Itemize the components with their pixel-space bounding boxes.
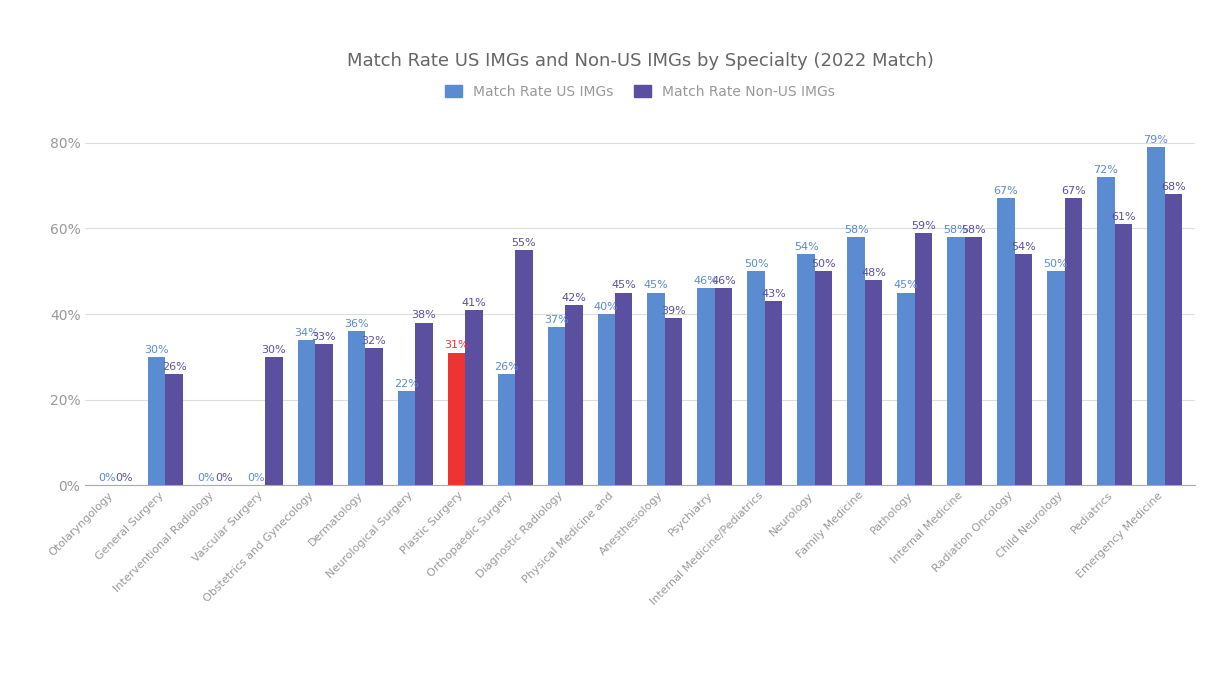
- Bar: [447, 353, 466, 485]
- Text: 0%: 0%: [197, 473, 216, 483]
- Bar: [647, 293, 664, 485]
- Bar: [466, 310, 483, 485]
- Text: 72%: 72%: [1093, 165, 1118, 175]
- Text: 50%: 50%: [1043, 259, 1068, 269]
- Bar: [747, 271, 764, 485]
- Text: 58%: 58%: [944, 225, 968, 235]
- Text: 31%: 31%: [444, 340, 468, 350]
- Bar: [764, 301, 783, 485]
- Text: 0%: 0%: [216, 473, 233, 483]
- Text: 34%: 34%: [294, 328, 319, 338]
- Bar: [1014, 254, 1032, 485]
- Bar: [1097, 177, 1114, 485]
- Text: 50%: 50%: [744, 259, 768, 269]
- Bar: [416, 323, 433, 485]
- Text: 50%: 50%: [812, 259, 836, 269]
- Text: 54%: 54%: [794, 242, 818, 252]
- Title: Match Rate US IMGs and Non-US IMGs by Specialty (2022 Match): Match Rate US IMGs and Non-US IMGs by Sp…: [346, 52, 934, 70]
- Text: 30%: 30%: [262, 344, 286, 355]
- Bar: [366, 348, 383, 485]
- Text: 59%: 59%: [911, 220, 936, 231]
- Bar: [864, 280, 883, 485]
- Bar: [1164, 194, 1182, 485]
- Text: 45%: 45%: [612, 280, 636, 290]
- Text: 37%: 37%: [544, 315, 568, 325]
- Text: 46%: 46%: [694, 276, 718, 286]
- Bar: [1064, 198, 1082, 485]
- Bar: [166, 374, 183, 485]
- Bar: [697, 288, 714, 485]
- Text: 30%: 30%: [144, 344, 169, 355]
- Bar: [497, 374, 516, 485]
- Text: 46%: 46%: [712, 276, 736, 286]
- Bar: [597, 314, 616, 485]
- Bar: [914, 233, 933, 485]
- Text: 79%: 79%: [1143, 135, 1168, 145]
- Bar: [897, 293, 914, 485]
- Text: 54%: 54%: [1011, 242, 1036, 252]
- Text: 38%: 38%: [412, 311, 436, 320]
- Bar: [297, 340, 316, 485]
- Text: 45%: 45%: [894, 280, 918, 290]
- Text: 33%: 33%: [312, 332, 336, 342]
- Text: 58%: 58%: [844, 225, 868, 235]
- Bar: [1047, 271, 1064, 485]
- Bar: [266, 357, 283, 485]
- Bar: [997, 198, 1014, 485]
- Text: 43%: 43%: [761, 289, 786, 299]
- Bar: [547, 327, 566, 485]
- Bar: [397, 391, 416, 485]
- Bar: [814, 271, 833, 485]
- Bar: [347, 331, 366, 485]
- Bar: [566, 305, 583, 485]
- Bar: [964, 237, 983, 485]
- Text: 68%: 68%: [1160, 182, 1186, 192]
- Bar: [664, 318, 683, 485]
- Text: 67%: 67%: [1061, 186, 1086, 196]
- Bar: [616, 293, 633, 485]
- Text: 45%: 45%: [644, 280, 668, 290]
- Text: 67%: 67%: [993, 186, 1018, 196]
- Bar: [1147, 147, 1164, 485]
- Text: 26%: 26%: [494, 362, 519, 372]
- Text: 39%: 39%: [662, 306, 686, 316]
- Text: 58%: 58%: [961, 225, 986, 235]
- Text: 55%: 55%: [512, 238, 536, 247]
- Bar: [1114, 224, 1132, 485]
- Legend: Match Rate US IMGs, Match Rate Non-US IMGs: Match Rate US IMGs, Match Rate Non-US IM…: [445, 85, 835, 98]
- Bar: [316, 344, 333, 485]
- Text: 0%: 0%: [98, 473, 116, 483]
- Text: 36%: 36%: [344, 319, 368, 329]
- Text: 48%: 48%: [861, 268, 886, 278]
- Text: 40%: 40%: [594, 302, 618, 312]
- Bar: [147, 357, 166, 485]
- Text: 0%: 0%: [116, 473, 133, 483]
- Text: 61%: 61%: [1111, 212, 1136, 222]
- Text: 41%: 41%: [462, 298, 486, 307]
- Text: 26%: 26%: [162, 362, 187, 372]
- Bar: [516, 250, 533, 485]
- Bar: [847, 237, 864, 485]
- Text: 42%: 42%: [561, 293, 586, 303]
- Bar: [947, 237, 964, 485]
- Bar: [797, 254, 814, 485]
- Bar: [714, 288, 733, 485]
- Text: 32%: 32%: [362, 336, 386, 346]
- Text: 0%: 0%: [247, 473, 266, 483]
- Text: 22%: 22%: [394, 379, 419, 389]
